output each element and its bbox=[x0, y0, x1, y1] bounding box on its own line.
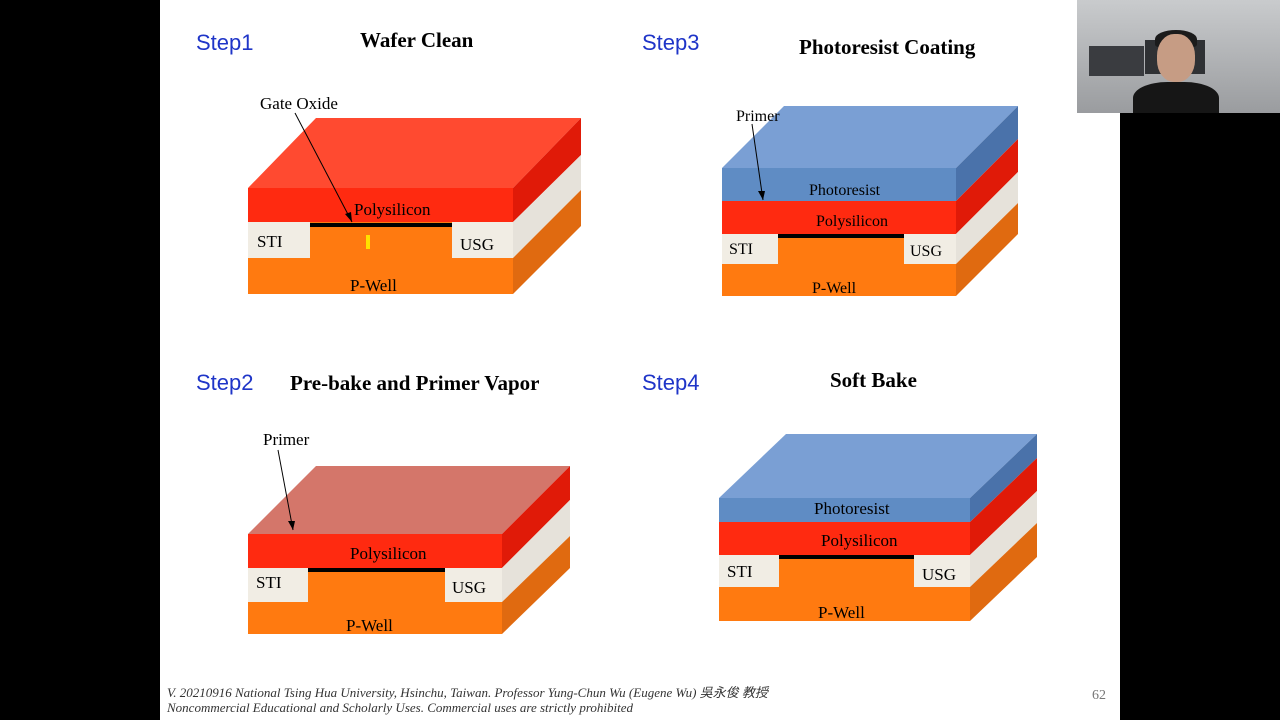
polysilicon-label: Polysilicon bbox=[354, 200, 431, 219]
step1-label: Step1 bbox=[196, 30, 254, 55]
pwell-label: P-Well bbox=[346, 616, 393, 635]
sti-label: STI bbox=[257, 232, 283, 251]
usg-label: USG bbox=[910, 243, 942, 260]
sti-label: STI bbox=[729, 241, 753, 258]
usg-label: USG bbox=[922, 565, 956, 584]
step2-label: Step2 bbox=[196, 370, 254, 395]
primer-callout: Primer bbox=[736, 108, 780, 125]
footer-line1: V. 20210916 National Tsing Hua Universit… bbox=[167, 685, 768, 700]
prebake-primer-diagram: Primer Polysilicon STI USG P-Well bbox=[248, 430, 570, 635]
photoresist-coating-diagram: Primer Photoresist Polysilicon STI USG P… bbox=[722, 106, 1018, 297]
photoresist-label: Photoresist bbox=[814, 499, 890, 518]
photoresist-label: Photoresist bbox=[809, 182, 881, 199]
footer-line2: Noncommercial Educational and Scholarly … bbox=[167, 700, 634, 715]
gate-oxide-callout: Gate Oxide bbox=[260, 94, 338, 113]
step2-title: Pre-bake and Primer Vapor bbox=[290, 371, 540, 395]
webcam-thumbnail bbox=[1077, 0, 1280, 113]
step1-title: Wafer Clean bbox=[360, 28, 474, 52]
wafer-clean-diagram: Gate Oxide Polysilicon STI USG P-Well bbox=[248, 94, 581, 295]
lecture-slide: Step1 Wafer Clean Step3 Photoresist Coat… bbox=[160, 0, 1120, 720]
pwell-label: P-Well bbox=[350, 276, 397, 295]
step4-label: Step4 bbox=[642, 370, 700, 395]
pwell-label: P-Well bbox=[818, 603, 865, 622]
pwell-label: P-Well bbox=[812, 280, 857, 297]
page-number: 62 bbox=[1092, 688, 1106, 703]
primer-callout: Primer bbox=[263, 430, 310, 449]
polysilicon-label: Polysilicon bbox=[821, 531, 898, 550]
sti-label: STI bbox=[256, 573, 282, 592]
polysilicon-label: Polysilicon bbox=[816, 213, 888, 230]
soft-bake-diagram: Photoresist Polysilicon STI USG P-Well bbox=[719, 434, 1037, 622]
sti-label: STI bbox=[727, 562, 753, 581]
usg-label: USG bbox=[452, 578, 486, 597]
step4-title: Soft Bake bbox=[830, 368, 917, 392]
polysilicon-label: Polysilicon bbox=[350, 544, 427, 563]
step3-label: Step3 bbox=[642, 30, 700, 55]
step3-title: Photoresist Coating bbox=[799, 35, 976, 59]
usg-label: USG bbox=[460, 235, 494, 254]
